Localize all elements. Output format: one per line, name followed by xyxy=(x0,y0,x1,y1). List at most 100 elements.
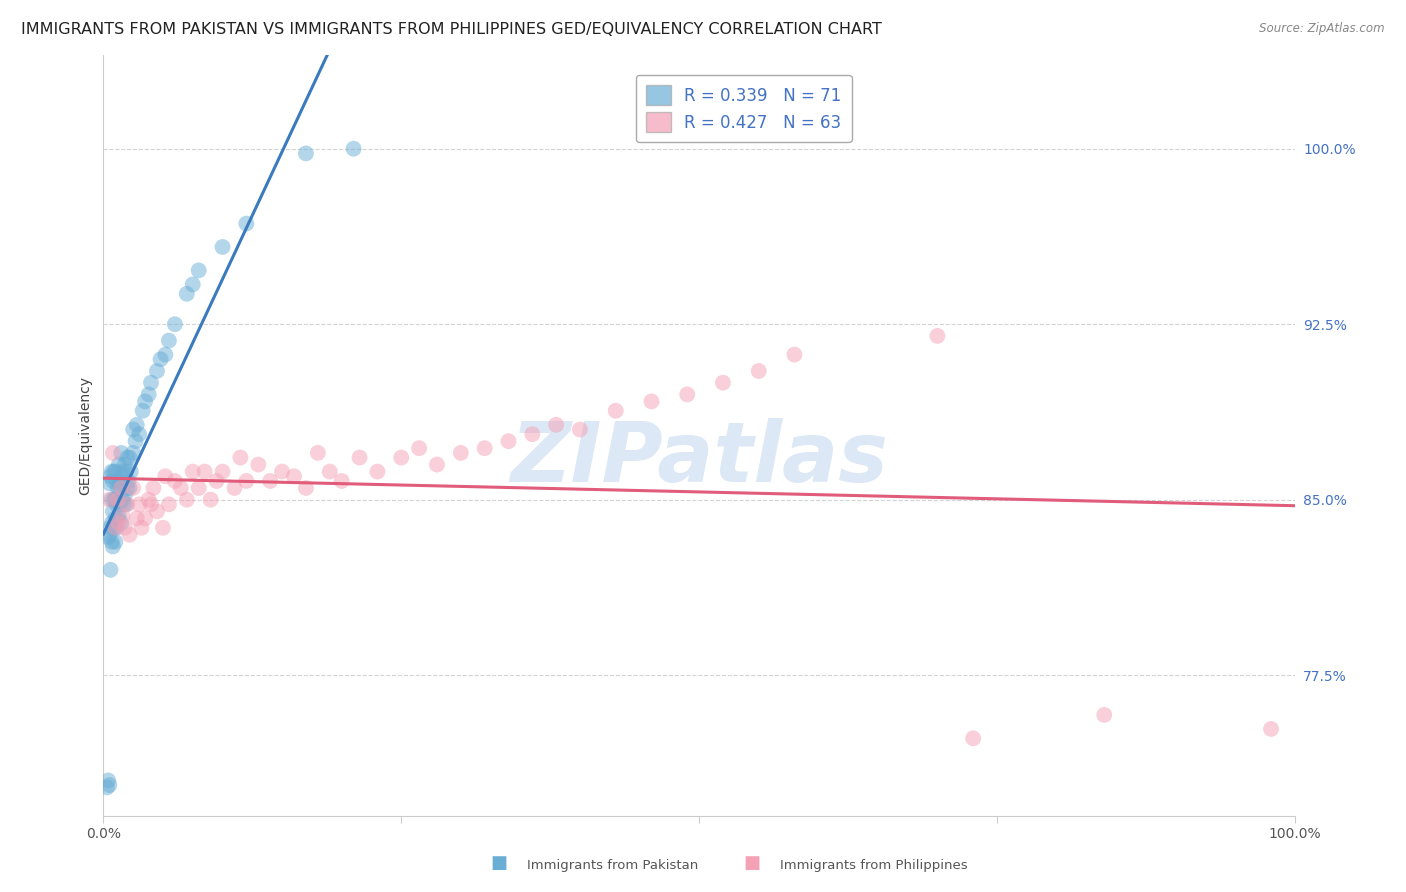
Text: ■: ■ xyxy=(744,855,761,872)
Point xyxy=(181,465,204,479)
Point xyxy=(104,521,127,535)
Point xyxy=(105,521,128,535)
Point xyxy=(104,511,127,525)
Point xyxy=(139,497,162,511)
Point xyxy=(229,450,252,465)
Point xyxy=(104,534,127,549)
Point xyxy=(107,511,129,525)
Point xyxy=(181,277,204,292)
Point xyxy=(927,329,949,343)
Point xyxy=(122,481,145,495)
Point xyxy=(108,488,131,502)
Point xyxy=(125,417,148,432)
Point xyxy=(342,142,364,156)
Point xyxy=(187,481,209,495)
Point xyxy=(114,488,136,502)
Point xyxy=(101,540,124,554)
Point xyxy=(962,731,984,746)
Point xyxy=(100,534,122,549)
Point xyxy=(108,497,131,511)
Point xyxy=(149,352,172,367)
Point xyxy=(1260,722,1282,736)
Point xyxy=(522,427,544,442)
Point xyxy=(103,465,125,479)
Point xyxy=(676,387,699,401)
Point xyxy=(295,146,318,161)
Point xyxy=(111,492,134,507)
Point xyxy=(224,481,246,495)
Point xyxy=(176,492,198,507)
Point xyxy=(155,469,177,483)
Point xyxy=(142,481,165,495)
Point xyxy=(118,528,141,542)
Point xyxy=(101,504,124,518)
Text: Immigrants from Pakistan: Immigrants from Pakistan xyxy=(527,859,699,872)
Point xyxy=(235,474,257,488)
Point xyxy=(131,521,153,535)
Point xyxy=(569,422,592,436)
Point xyxy=(98,778,121,792)
Point xyxy=(605,403,627,417)
Point xyxy=(115,465,138,479)
Point xyxy=(104,492,127,507)
Point xyxy=(152,521,174,535)
Point xyxy=(115,497,138,511)
Point xyxy=(108,474,131,488)
Point xyxy=(98,476,121,491)
Point xyxy=(115,497,138,511)
Point xyxy=(366,465,388,479)
Text: ZIPatlas: ZIPatlas xyxy=(510,417,889,499)
Point xyxy=(110,516,132,530)
Point xyxy=(295,481,318,495)
Point xyxy=(155,348,177,362)
Point xyxy=(330,474,353,488)
Point xyxy=(146,364,169,378)
Point xyxy=(748,364,770,378)
Point xyxy=(134,511,156,525)
Point xyxy=(146,504,169,518)
Point xyxy=(157,497,180,511)
Point xyxy=(120,465,142,479)
Text: ■: ■ xyxy=(491,855,508,872)
Point xyxy=(783,348,806,362)
Point xyxy=(100,563,122,577)
Point xyxy=(118,450,141,465)
Point xyxy=(211,465,233,479)
Y-axis label: GED/Equivalency: GED/Equivalency xyxy=(79,376,93,495)
Point xyxy=(122,422,145,436)
Point xyxy=(711,376,734,390)
Point xyxy=(100,465,122,479)
Point xyxy=(283,469,305,483)
Point xyxy=(112,497,135,511)
Point xyxy=(101,474,124,488)
Point xyxy=(176,286,198,301)
Point xyxy=(118,481,141,495)
Point xyxy=(105,497,128,511)
Point xyxy=(114,521,136,535)
Point xyxy=(131,403,153,417)
Point xyxy=(200,492,222,507)
Legend: R = 0.339   N = 71, R = 0.427   N = 63: R = 0.339 N = 71, R = 0.427 N = 63 xyxy=(636,75,852,142)
Point xyxy=(98,528,121,542)
Point xyxy=(163,474,186,488)
Text: Immigrants from Philippines: Immigrants from Philippines xyxy=(780,859,967,872)
Point xyxy=(107,492,129,507)
Point xyxy=(138,492,160,507)
Point xyxy=(100,492,122,507)
Point xyxy=(134,394,156,409)
Point xyxy=(110,446,132,460)
Point xyxy=(426,458,449,472)
Point xyxy=(319,465,342,479)
Point xyxy=(170,481,193,495)
Point xyxy=(128,427,150,442)
Point xyxy=(235,217,257,231)
Point xyxy=(247,458,270,472)
Point xyxy=(101,446,124,460)
Point xyxy=(108,458,131,472)
Point xyxy=(124,434,146,449)
Point xyxy=(112,469,135,483)
Point xyxy=(114,458,136,472)
Point xyxy=(117,474,139,488)
Point xyxy=(349,450,371,465)
Point xyxy=(157,334,180,348)
